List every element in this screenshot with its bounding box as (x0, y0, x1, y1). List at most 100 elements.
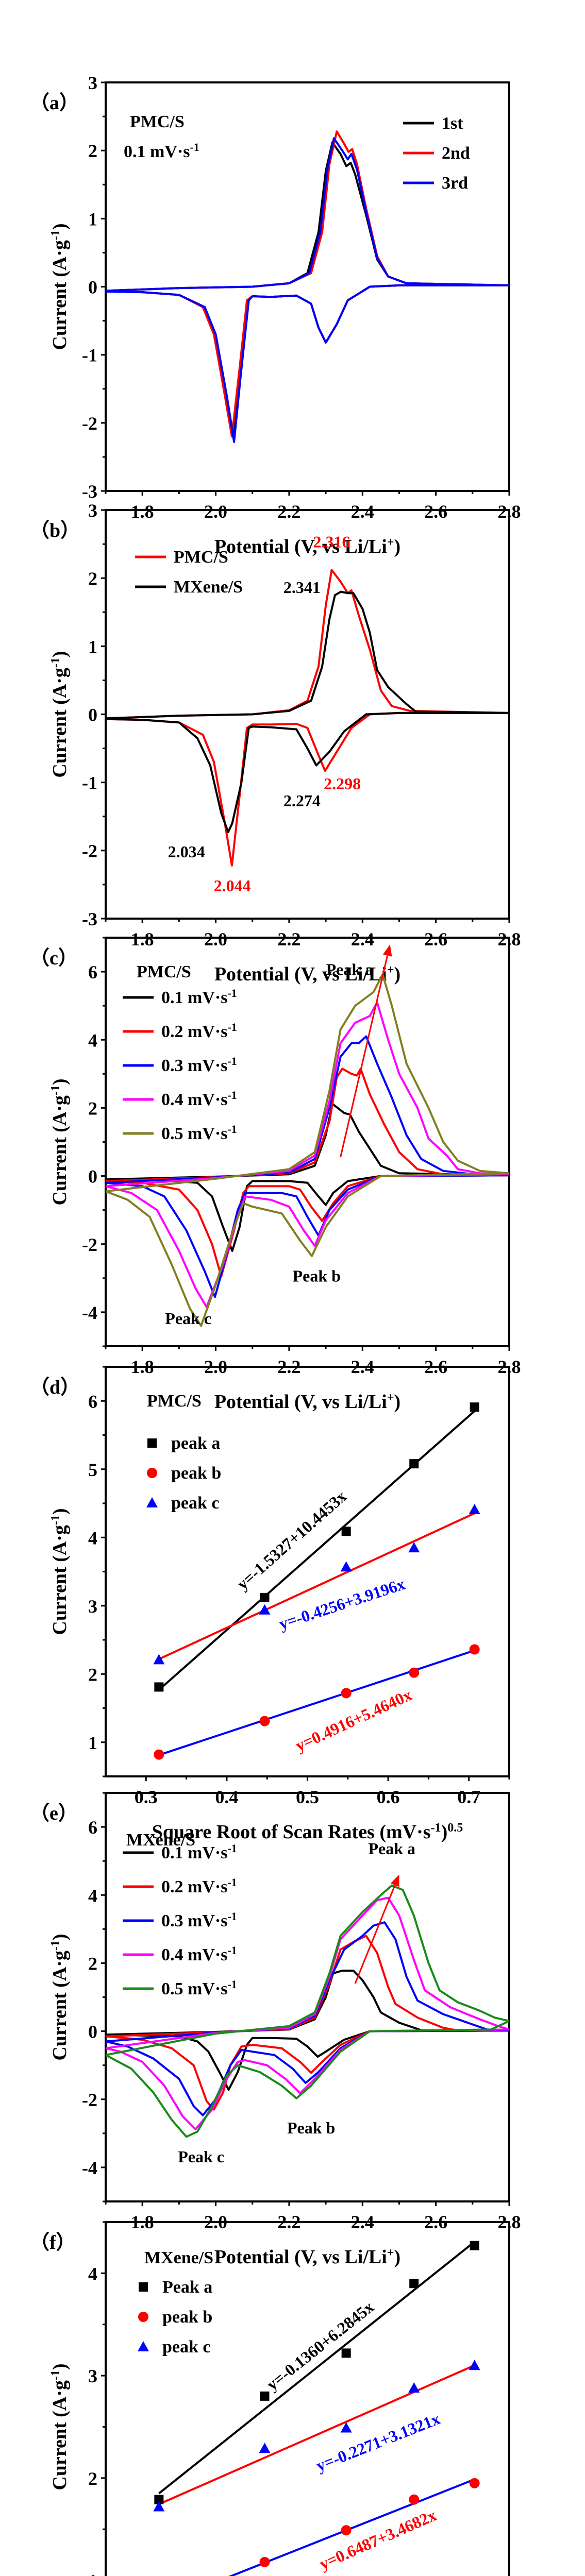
y-tick-label: -2 (82, 413, 97, 434)
legend-label: peak c (162, 2337, 211, 2357)
data-point-circle (259, 1716, 270, 1726)
panel-b: （b） 1.8 2.0 2.2 2.4 2.6 2.8 -3 -2 -1 0 1 2 3 Potential… (0, 428, 585, 985)
legend-marker-triangle (138, 2341, 149, 2351)
legend-label: 1st (442, 114, 463, 133)
data-point-circle (341, 1688, 352, 1699)
data-point-circle (341, 2525, 352, 2536)
legend-label: 0.3 mV·s-1 (161, 1055, 237, 1076)
fit-line-peak-c (228, 2478, 475, 2576)
y-tick-label: 1 (88, 2571, 97, 2576)
panel-f: （f）0.30.40.50.60.71234Square Root of Sca… (0, 2138, 585, 2576)
legend-label: peak a (171, 1434, 220, 1453)
annotation: Peak b (293, 1266, 341, 1285)
legend-marker-circle (138, 2312, 148, 2322)
data-point-triangle (259, 1604, 271, 1615)
legend-item: 1st (403, 114, 463, 133)
legend-item: MXene/S (135, 578, 243, 597)
y-tick-label: -3 (82, 481, 97, 502)
series-line-0-4-mv-s (106, 1001, 509, 1308)
annotation: Peak a (326, 960, 374, 979)
annotation: 2.341 (283, 578, 321, 597)
legend-marker-triangle (146, 1497, 158, 1507)
y-axis-title: Current (A·g-1) (49, 223, 71, 350)
sample-label: PMC/S (147, 1392, 202, 1411)
legend-label: 3rd (442, 174, 468, 193)
y-tick-label: 4 (88, 1528, 97, 1548)
legend-item: peak b (138, 2308, 212, 2327)
y-tick-label: 0 (88, 277, 97, 298)
plot-frame (105, 2221, 510, 2576)
legend-item: 0.2 mV·s-1 (123, 1876, 237, 1897)
data-point-square (260, 2391, 270, 2401)
data-point-circle (469, 2478, 480, 2488)
y-tick-label: 4 (88, 2263, 97, 2284)
fit-equation: y=-0.4256+3.9196x (277, 1574, 408, 1633)
legend-label: 0.5 mV·s-1 (161, 1123, 237, 1144)
legend-label: 0.4 mV·s-1 (161, 1089, 237, 1110)
annotation: 2.274 (283, 791, 321, 810)
legend-item: peak a (147, 1434, 220, 1453)
data-point-square (154, 1682, 164, 1692)
series-line-pmc-s (106, 569, 509, 867)
trend-arrow-shaft (354, 1885, 396, 1984)
panel-label: （a） (30, 92, 79, 114)
x-axis-title: Square Root of Scan Rates (mV·s-1)0.5 (152, 1821, 463, 1843)
y-tick-label: 6 (88, 1817, 97, 1838)
panel-a: （a） 1.8 2.0 2.2 2.4 2.6 2.8 -3 -2 -1 0 1 2 3 Potential… (0, 0, 585, 557)
legend-item: 0.5 mV·s-1 (123, 1123, 237, 1144)
x-tick-label: 0.6 (377, 1787, 400, 1807)
y-tick-label: 3 (88, 73, 97, 93)
y-tick-label: 6 (88, 962, 97, 982)
y-axis-title: Current (A·g-1) (49, 1934, 71, 2060)
y-tick-label: -2 (82, 2090, 97, 2110)
annotation: 2.044 (214, 876, 251, 895)
y-tick-label: -1 (82, 345, 97, 366)
y-tick-label: 2 (88, 1098, 97, 1118)
y-tick-label: -2 (82, 1234, 97, 1255)
series-line-0-4-mv-s (106, 1896, 509, 2130)
x-tick-label: 0.3 (135, 1787, 158, 1807)
plot-area (106, 569, 509, 867)
data-point-circle (469, 1644, 480, 1655)
legend-label: 0.2 mV·s-1 (161, 1876, 237, 1897)
data-point-square (341, 1527, 351, 1536)
rate-label: 0.1 mV·s-1 (124, 141, 199, 162)
plot-area (153, 2241, 480, 2576)
x-tick-label: 2.4 (351, 929, 374, 950)
data-point-circle (409, 1667, 420, 1678)
y-tick-label: 3 (88, 2366, 97, 2386)
data-point-triangle (408, 2382, 420, 2393)
trend-arrow-head (390, 1874, 399, 1887)
plot-area (106, 130, 509, 443)
chart-f-svg: （f）0.30.40.50.60.71234Square Root of Sca… (30, 2221, 510, 2576)
x-axis-title: Potential (V, vs Li/Li+) (214, 1391, 400, 1413)
legend-label: 0.1 mV·s-1 (161, 987, 237, 1008)
panel-e: （e） 1.8 2.0 2.2 2.4 2.6 2.8 -4 -2 0 2 4 6 Potential (… (0, 1710, 585, 2268)
data-point-triangle (153, 2501, 165, 2512)
y-tick-label: 6 (88, 1391, 97, 1412)
y-tick-label: 1 (88, 1733, 97, 1753)
data-point-square (154, 2495, 164, 2504)
trend-arrow-shaft (340, 955, 389, 1158)
fit-line-peak-a (158, 2241, 475, 2495)
legend-item: 0.3 mV·s-1 (123, 1910, 237, 1930)
data-point-circle (409, 2494, 420, 2505)
y-tick-label: 5 (88, 1460, 97, 1480)
sample-label: MXene/S (144, 2248, 213, 2267)
annotation: 2.034 (168, 842, 205, 861)
legend-item: 0.3 mV·s-1 (123, 1055, 237, 1076)
fit-equation: y=0.6487+3.4682x (316, 2505, 439, 2573)
panel-label: （b） (30, 520, 80, 541)
legend-item: 0.1 mV·s-1 (123, 987, 237, 1008)
y-tick-label: 2 (88, 2468, 97, 2489)
legend-label: peak c (171, 1494, 220, 1513)
y-axis-title: Current (A·g-1) (49, 1508, 71, 1635)
x-tick-label: 0.7 (457, 1787, 480, 1807)
legend-label: 0.2 mV·s-1 (161, 1021, 237, 1042)
x-tick-label: 2.6 (424, 501, 447, 522)
y-tick-label: 4 (88, 1885, 97, 1906)
y-tick-label: 0 (88, 705, 97, 725)
annotation: Peak a (368, 1839, 415, 1858)
y-tick-label: 3 (88, 500, 97, 521)
